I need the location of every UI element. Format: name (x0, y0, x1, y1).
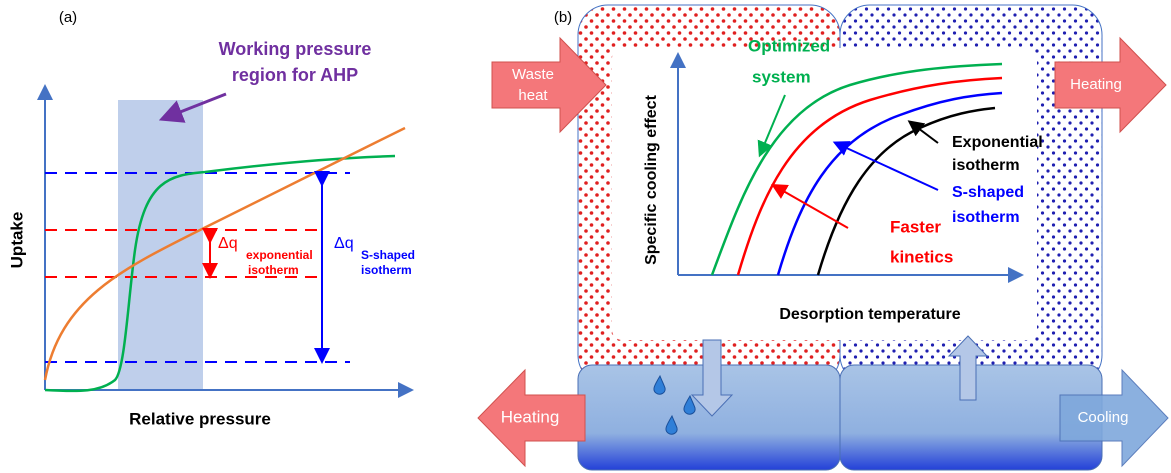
curve-label: S-shaped (952, 184, 1024, 201)
curve-label: isotherm (952, 209, 1020, 226)
arrow-label: Waste (512, 66, 554, 83)
curve-label: Optimized (748, 36, 830, 55)
x-label: Relative pressure (129, 409, 271, 428)
figure: (a) Working pressure region for AHP Δq e… (0, 0, 1171, 473)
pressure-region (118, 100, 203, 390)
title: Working pressure (219, 39, 372, 59)
delta-sub: isotherm (248, 263, 299, 277)
panel-label: (a) (59, 9, 77, 26)
curve-label: kinetics (890, 247, 953, 266)
panel-label: (b) (554, 9, 572, 26)
arrow-label: Heating (501, 407, 560, 426)
title: region for AHP (232, 65, 358, 85)
arrow-label: Cooling (1078, 409, 1129, 426)
delta-sub: exponential (246, 248, 313, 262)
s-shaped-curve (45, 156, 395, 391)
panel-a: (a) Working pressure region for AHP Δq e… (7, 9, 415, 429)
y-label: Uptake (7, 212, 26, 269)
panel-b: (b) Waste heat Heating Heating Cooling S… (478, 5, 1168, 470)
curve-label: Exponential (952, 134, 1043, 151)
arrow-label: Heating (1070, 76, 1122, 93)
curve-label: Faster (890, 217, 941, 236)
x-label: Desorption temperature (779, 306, 960, 323)
curve-label: isotherm (952, 157, 1020, 174)
exponential-curve (45, 128, 405, 380)
curve-label: system (752, 67, 811, 86)
delta-sub: isotherm (361, 263, 412, 277)
delta-label: Δq (334, 235, 354, 252)
arrow-label: heat (518, 87, 548, 104)
delta-label: Δq (218, 235, 238, 252)
delta-sub: S-shaped (361, 248, 415, 262)
y-label: Specific cooling effect (643, 94, 660, 264)
